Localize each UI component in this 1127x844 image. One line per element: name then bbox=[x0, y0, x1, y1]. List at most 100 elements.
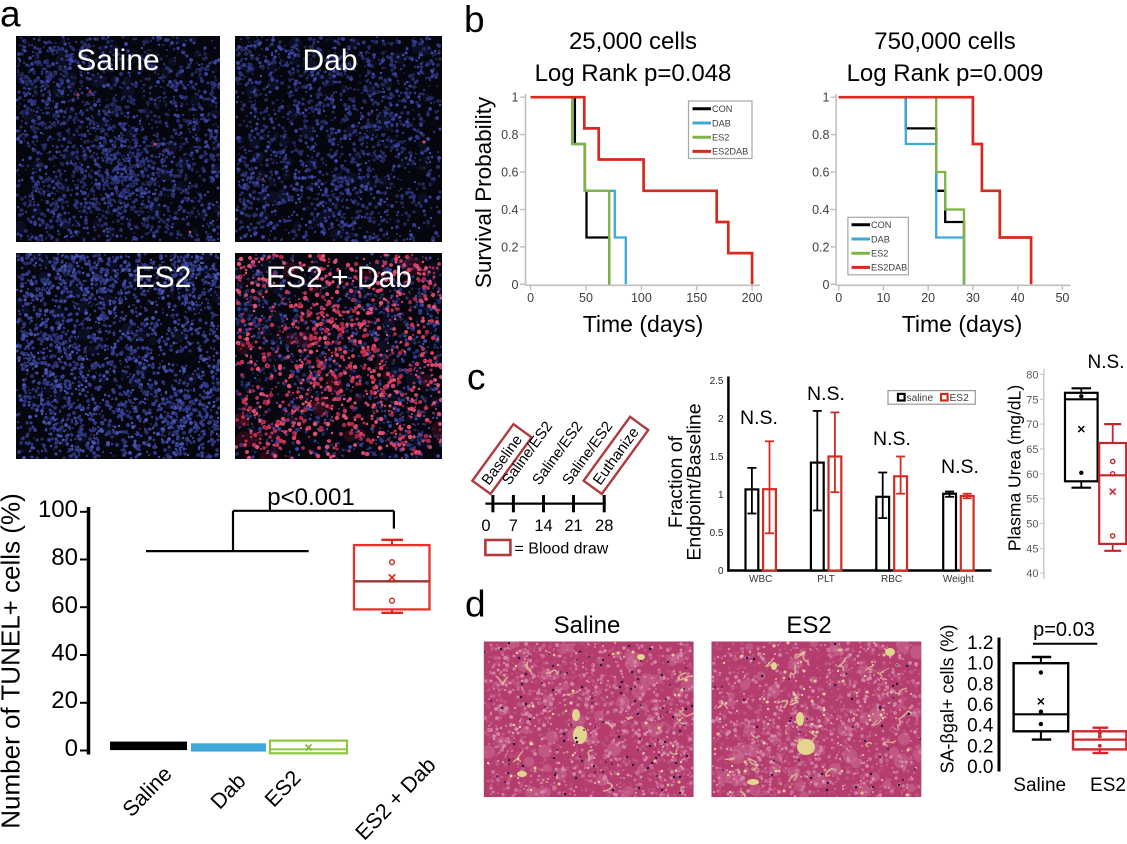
svg-text:a: a bbox=[0, 0, 21, 35]
svg-text:N.S.: N.S. bbox=[740, 407, 778, 429]
svg-text:ES2: ES2 bbox=[712, 133, 729, 143]
svg-text:PLT: PLT bbox=[817, 574, 835, 585]
svg-text:= Blood draw: = Blood draw bbox=[515, 541, 609, 558]
svg-text:0: 0 bbox=[835, 291, 842, 305]
svg-text:1: 1 bbox=[718, 490, 724, 501]
svg-text:10: 10 bbox=[876, 291, 890, 305]
svg-text:100: 100 bbox=[38, 496, 78, 523]
svg-text:0.0: 0.0 bbox=[967, 757, 993, 778]
svg-text:0.8: 0.8 bbox=[812, 128, 829, 142]
svg-text:0.6: 0.6 bbox=[501, 166, 518, 180]
svg-text:0.4: 0.4 bbox=[812, 203, 829, 217]
svg-text:N.S.: N.S. bbox=[873, 428, 911, 450]
svg-text:7: 7 bbox=[509, 517, 518, 535]
svg-text:0.6: 0.6 bbox=[967, 695, 993, 716]
svg-text:Plasma Urea (mg/dL): Plasma Urea (mg/dL) bbox=[1005, 385, 1025, 551]
svg-text:45: 45 bbox=[1026, 543, 1038, 555]
svg-text:0.5: 0.5 bbox=[710, 528, 724, 539]
svg-text:ES2DAB: ES2DAB bbox=[871, 263, 907, 273]
svg-text:RBC: RBC bbox=[881, 574, 902, 585]
svg-text:ES2: ES2 bbox=[1090, 775, 1126, 796]
svg-text:0.2: 0.2 bbox=[967, 736, 993, 757]
svg-text:40: 40 bbox=[1011, 291, 1025, 305]
svg-text:0: 0 bbox=[527, 291, 534, 305]
svg-text:20: 20 bbox=[51, 687, 78, 714]
svg-text:0.4: 0.4 bbox=[501, 203, 518, 217]
svg-text:ES2DAB: ES2DAB bbox=[712, 147, 748, 157]
svg-text:Saline: Saline bbox=[554, 612, 621, 639]
svg-text:60: 60 bbox=[51, 592, 78, 619]
svg-text:ES2: ES2 bbox=[871, 249, 888, 259]
svg-text:ES2: ES2 bbox=[950, 393, 970, 404]
svg-text:DAB: DAB bbox=[712, 118, 731, 128]
svg-text:50: 50 bbox=[579, 291, 593, 305]
svg-text:30: 30 bbox=[966, 291, 980, 305]
svg-text:150: 150 bbox=[686, 291, 707, 305]
svg-text:d: d bbox=[465, 584, 486, 625]
svg-text:80: 80 bbox=[51, 544, 78, 571]
svg-text:1: 1 bbox=[512, 91, 519, 105]
svg-text:40: 40 bbox=[51, 640, 78, 667]
svg-text:saline: saline bbox=[907, 393, 934, 404]
svg-text:Fraction of: Fraction of bbox=[665, 435, 687, 528]
svg-text:75: 75 bbox=[1026, 394, 1038, 406]
svg-text:2: 2 bbox=[718, 414, 724, 425]
svg-text:0.2: 0.2 bbox=[812, 240, 829, 254]
svg-text:65: 65 bbox=[1026, 444, 1038, 456]
svg-text:40: 40 bbox=[1026, 568, 1038, 580]
svg-text:WBC: WBC bbox=[749, 574, 772, 585]
svg-text:0.8: 0.8 bbox=[967, 674, 993, 695]
svg-text:1.2: 1.2 bbox=[967, 633, 993, 654]
svg-text:N.S.: N.S. bbox=[1088, 352, 1125, 373]
svg-text:ES2 + Dab: ES2 + Dab bbox=[266, 261, 412, 294]
svg-text:CON: CON bbox=[712, 104, 732, 114]
svg-text:Endpoint/Baseline: Endpoint/Baseline bbox=[684, 403, 706, 560]
svg-text:N.S.: N.S. bbox=[941, 456, 979, 478]
svg-text:Time (days): Time (days) bbox=[902, 311, 1023, 337]
svg-text:750,000 cells: 750,000 cells bbox=[874, 28, 1015, 55]
svg-text:50: 50 bbox=[1026, 519, 1038, 531]
svg-text:25,000 cells: 25,000 cells bbox=[569, 28, 697, 55]
svg-text:50: 50 bbox=[1055, 291, 1069, 305]
svg-text:0: 0 bbox=[512, 278, 519, 292]
svg-text:Saline: Saline bbox=[76, 44, 159, 77]
svg-text:14: 14 bbox=[534, 517, 552, 535]
svg-text:N.S.: N.S. bbox=[807, 383, 845, 405]
svg-text:Log Rank p=0.009: Log Rank p=0.009 bbox=[847, 60, 1044, 87]
svg-text:c: c bbox=[467, 357, 486, 398]
svg-text:Log Rank p=0.048: Log Rank p=0.048 bbox=[535, 60, 732, 87]
svg-text:0: 0 bbox=[65, 735, 78, 762]
svg-text:1.5: 1.5 bbox=[710, 452, 724, 463]
svg-text:28: 28 bbox=[595, 517, 613, 535]
svg-text:Weight: Weight bbox=[943, 574, 974, 585]
svg-text:0.4: 0.4 bbox=[967, 716, 994, 737]
svg-text:Number of TUNEL+ cells (%): Number of TUNEL+ cells (%) bbox=[0, 493, 26, 828]
svg-text:DAB: DAB bbox=[871, 234, 890, 244]
svg-text:CON: CON bbox=[871, 220, 891, 230]
svg-text:200: 200 bbox=[742, 291, 763, 305]
svg-text:1: 1 bbox=[823, 91, 830, 105]
svg-text:0: 0 bbox=[823, 278, 830, 292]
svg-text:p<0.001: p<0.001 bbox=[267, 484, 354, 511]
svg-text:ES2: ES2 bbox=[135, 261, 192, 294]
svg-text:Saline: Saline bbox=[1013, 775, 1066, 796]
svg-text:1.0: 1.0 bbox=[967, 654, 993, 675]
svg-text:b: b bbox=[464, 0, 485, 40]
svg-text:80: 80 bbox=[1026, 369, 1038, 381]
svg-text:21: 21 bbox=[564, 517, 582, 535]
svg-text:0: 0 bbox=[481, 517, 490, 535]
svg-text:ES2: ES2 bbox=[786, 612, 831, 639]
svg-text:60: 60 bbox=[1026, 469, 1038, 481]
svg-text:0: 0 bbox=[718, 566, 724, 577]
svg-text:0.2: 0.2 bbox=[501, 240, 518, 254]
svg-text:Dab: Dab bbox=[302, 44, 357, 77]
svg-text:70: 70 bbox=[1026, 419, 1038, 431]
svg-text:p=0.03: p=0.03 bbox=[1033, 619, 1095, 641]
svg-text:20: 20 bbox=[921, 291, 935, 305]
svg-text:55: 55 bbox=[1026, 494, 1038, 506]
svg-text:0.6: 0.6 bbox=[812, 166, 829, 180]
svg-text:2.5: 2.5 bbox=[710, 376, 724, 387]
svg-text:Time (days): Time (days) bbox=[583, 311, 704, 337]
svg-text:SA-βgal+ cells (%): SA-βgal+ cells (%) bbox=[938, 625, 958, 774]
svg-text:Survival Probability: Survival Probability bbox=[471, 96, 496, 288]
